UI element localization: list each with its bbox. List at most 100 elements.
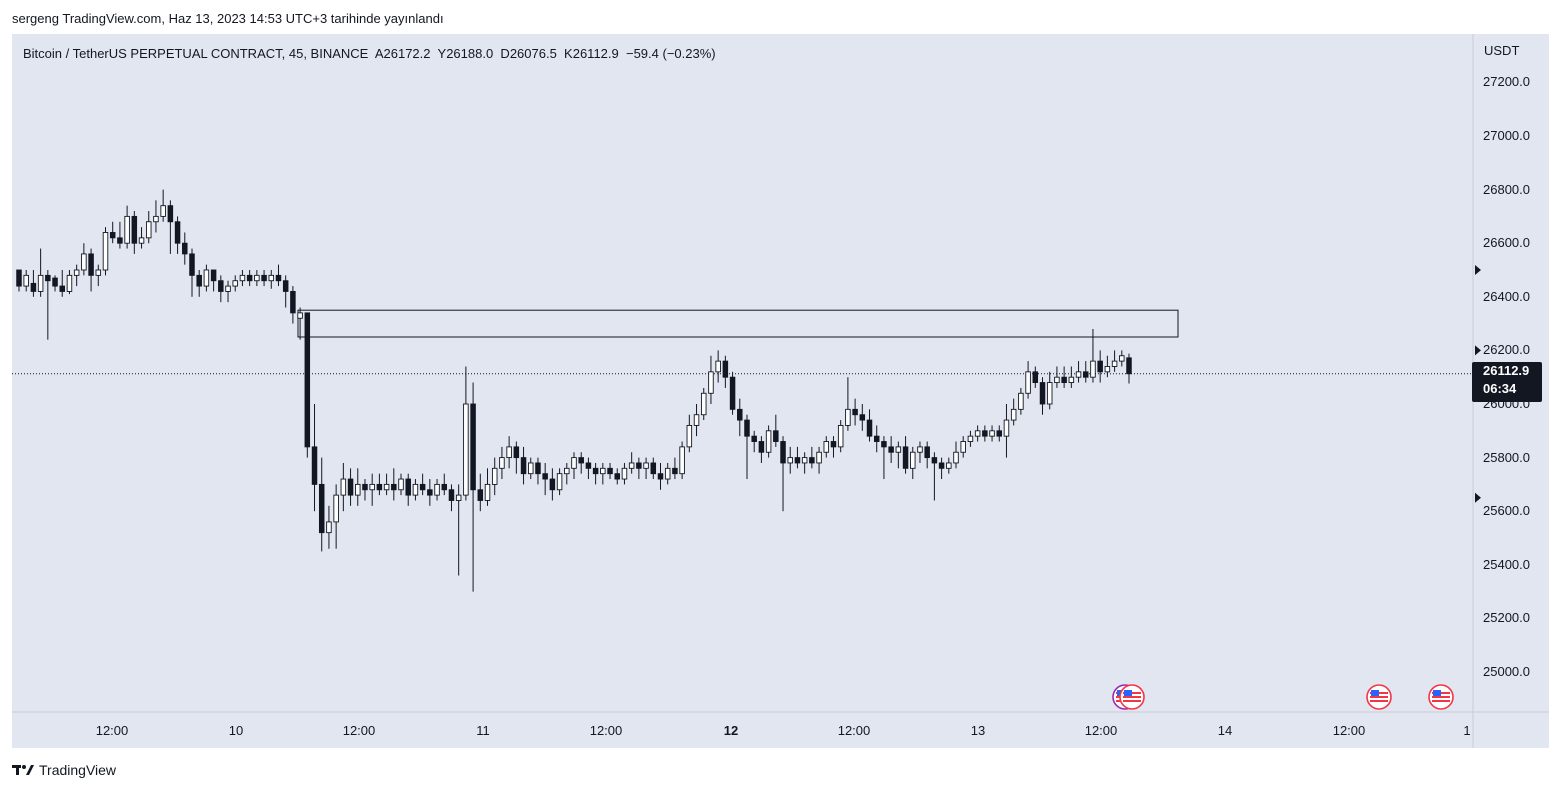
- candle-body: [715, 360, 721, 373]
- candle-body: [246, 274, 253, 282]
- candle-body: [953, 451, 959, 464]
- tradingview-logo-icon: [12, 765, 34, 775]
- candle-body: [506, 446, 512, 459]
- candle-body: [1018, 392, 1024, 410]
- candle-body: [787, 457, 793, 464]
- candle-body: [801, 457, 808, 464]
- candle-body: [614, 473, 620, 480]
- candle-body: [37, 274, 44, 292]
- candle-body: [455, 494, 462, 501]
- footer-brand-text: TradingView: [39, 762, 117, 778]
- candle-body: [1039, 382, 1046, 405]
- candle-body: [81, 253, 87, 271]
- candle-body: [434, 483, 440, 496]
- us-flag-event-icon[interactable]: [1366, 684, 1392, 710]
- chart-pane[interactable]: [12, 34, 1549, 748]
- candle-body: [650, 462, 657, 475]
- candle-body: [794, 457, 801, 464]
- legend-open-label: A: [374, 46, 384, 61]
- price-tick: 25200.0: [1483, 610, 1530, 626]
- candle-body: [556, 473, 563, 491]
- tradingview-footer[interactable]: TradingView: [12, 762, 116, 778]
- candle-body: [765, 430, 772, 453]
- candle-body: [297, 312, 303, 319]
- candle-body: [578, 457, 584, 464]
- candle-body: [1075, 371, 1082, 378]
- us-flag-event-icon[interactable]: [1428, 684, 1454, 710]
- candle-body: [657, 473, 664, 480]
- candle-body: [419, 483, 426, 491]
- candle-body: [830, 441, 837, 448]
- candle-body: [679, 446, 685, 475]
- price-tick: 26200.0: [1483, 342, 1530, 358]
- time-tick: 12:00: [95, 723, 129, 738]
- candle-body: [607, 467, 613, 475]
- candle-body: [1003, 419, 1010, 437]
- candle-body: [1083, 371, 1089, 378]
- candle-body: [369, 483, 375, 491]
- candle-body: [866, 419, 873, 437]
- candle-body: [398, 478, 404, 491]
- candle-body: [484, 483, 491, 501]
- legend-high-label: Y: [437, 46, 447, 61]
- candle-body: [499, 457, 505, 469]
- candle-body: [628, 462, 635, 469]
- candle-body: [773, 430, 779, 442]
- candle-body: [564, 467, 570, 475]
- price-tick: 25000.0: [1483, 664, 1530, 679]
- candle-body: [924, 446, 930, 459]
- candle-body: [117, 237, 123, 244]
- legend-close: 26112.9: [572, 46, 619, 61]
- price-tick: 25400.0: [1483, 556, 1530, 572]
- candle-body: [45, 274, 51, 282]
- last-price-value: 26112.9: [1483, 363, 1530, 378]
- candle-body: [16, 269, 22, 287]
- candle-body: [282, 280, 289, 292]
- candlestick-chart[interactable]: [12, 34, 1549, 748]
- candle-body: [124, 215, 130, 244]
- time-tick: 12:00: [342, 723, 376, 738]
- candle-body: [1119, 355, 1125, 362]
- candle-body: [722, 360, 729, 378]
- last-price-badge: 26112.9 06:34: [1472, 362, 1542, 402]
- candle-body: [744, 419, 750, 437]
- legend-low-label: D: [500, 46, 510, 61]
- candle-body: [758, 441, 765, 453]
- candle-body: [412, 483, 419, 496]
- candle-body: [931, 457, 938, 464]
- candle-body: [600, 467, 606, 475]
- price-tick: 25800.0: [1483, 449, 1530, 465]
- price-tick: 27200.0: [1483, 74, 1530, 90]
- candle-body: [203, 269, 210, 287]
- candle-body: [837, 424, 844, 448]
- candle-body: [708, 371, 714, 394]
- candle-body: [751, 435, 757, 442]
- candle-body: [542, 473, 548, 480]
- candle-body: [318, 483, 325, 534]
- price-marker-arrow-icon: [1475, 492, 1481, 503]
- candle-body: [182, 242, 188, 255]
- legend-open: 26172.2: [383, 46, 431, 61]
- candle-body: [261, 274, 267, 282]
- price-marker-arrow-icon: [1475, 265, 1481, 275]
- candle-body: [95, 269, 102, 276]
- candle-body: [895, 446, 902, 453]
- price-tick: 27000.0: [1483, 128, 1530, 143]
- candle-body: [513, 446, 520, 459]
- candle-body: [1025, 371, 1031, 394]
- candle-body: [535, 462, 541, 475]
- candle-body: [333, 494, 339, 523]
- candle-body: [232, 280, 238, 287]
- candle-body: [982, 430, 988, 437]
- candle-body: [160, 205, 166, 217]
- time-tick: 14: [1217, 723, 1233, 738]
- us-flag-event-icon[interactable]: [1119, 684, 1145, 710]
- candle-body: [1068, 376, 1075, 384]
- candle-body: [239, 274, 246, 282]
- candle-body: [643, 462, 649, 469]
- candle-body: [463, 403, 469, 496]
- price-axis-currency[interactable]: USDT: [1484, 43, 1520, 58]
- candle-body: [1097, 360, 1103, 373]
- time-tick: 12:00: [1332, 723, 1366, 738]
- candle-body: [592, 467, 599, 475]
